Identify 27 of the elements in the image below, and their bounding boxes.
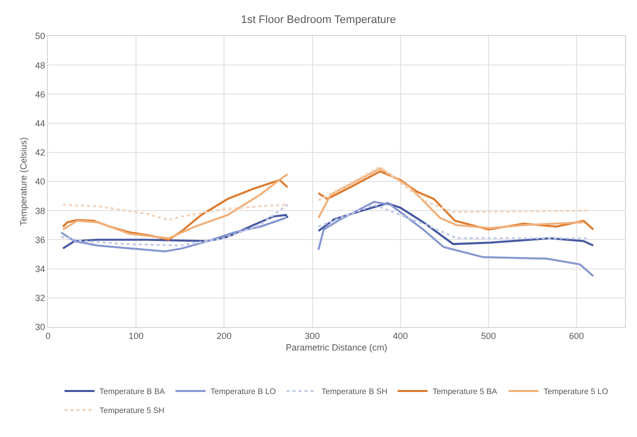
legend-label: Temperature 5 SH	[100, 406, 165, 416]
x-tick-label: 400	[392, 330, 408, 341]
x-tick-label: 300	[304, 330, 320, 341]
y-tick-label: 46	[35, 89, 46, 100]
legend-label: Temperature B BA	[100, 387, 166, 396]
x-tick-label: 100	[128, 330, 144, 341]
x-axis-title: Parametric Distance (cm)	[286, 342, 388, 353]
y-tick-label: 48	[35, 60, 46, 70]
legend-label: Temperature B LO	[210, 387, 276, 396]
y-tick-label: 42	[35, 148, 46, 158]
y-tick-label: 32	[35, 293, 46, 304]
y-tick-label: 34	[35, 264, 46, 274]
legend-label: Temperature 5 LO	[544, 387, 608, 396]
y-tick-label: 30	[35, 322, 46, 332]
x-tick-label: 200	[216, 330, 232, 341]
chart-title: 1st Floor Bedroom Temperature	[240, 14, 396, 26]
legend-label: Temperature B SH	[322, 387, 388, 396]
y-axis-title: Temperature (Celsius)	[18, 137, 29, 226]
x-tick-label: 600	[569, 330, 584, 341]
y-tick-label: 50	[35, 31, 46, 42]
x-tick-label: 0	[45, 330, 51, 341]
y-tick-label: 40	[35, 176, 46, 187]
y-tick-label: 38	[35, 206, 46, 216]
y-tick-label: 36	[35, 234, 46, 245]
y-tick-label: 44	[35, 118, 46, 128]
legend-label: Temperature 5 BA	[432, 387, 498, 396]
x-tick-label: 500	[480, 330, 496, 341]
